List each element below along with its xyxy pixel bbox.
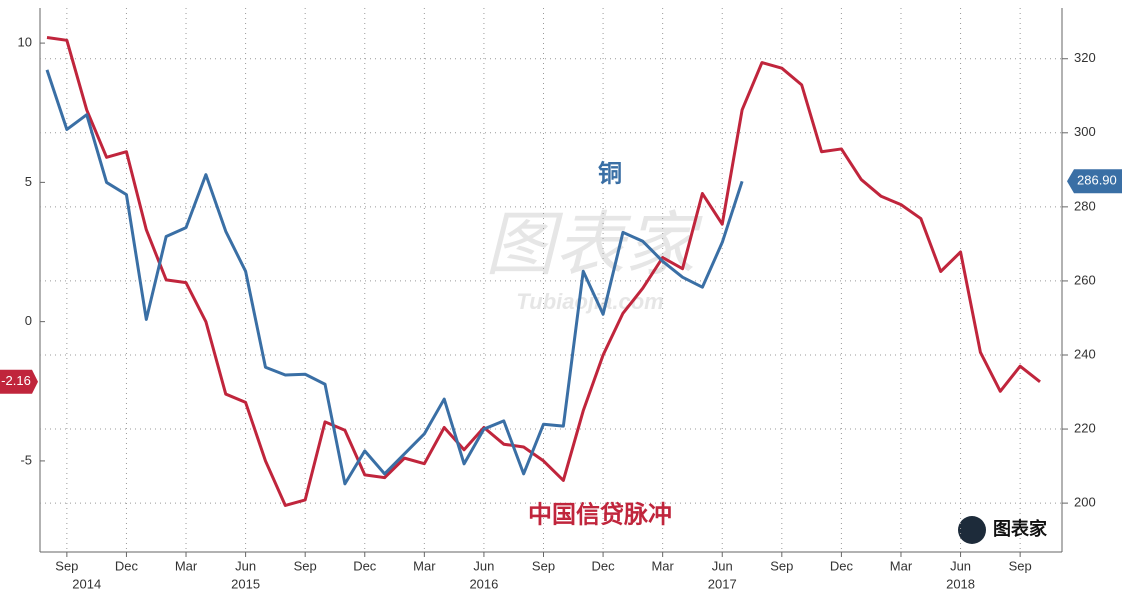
x-tick-label: Jun xyxy=(950,558,971,573)
x-tick-label: Dec xyxy=(830,558,854,573)
y2-tick-label: 220 xyxy=(1074,420,1096,435)
y2-tick-label: 300 xyxy=(1074,124,1096,139)
watermark: 图表家 xyxy=(485,205,703,283)
x-tick-label: Jun xyxy=(235,558,256,573)
series-line xyxy=(45,69,744,486)
x-tick-label: Sep xyxy=(532,558,555,573)
end-label: 286.90 xyxy=(1077,173,1117,188)
y2-tick-label: 280 xyxy=(1074,198,1096,213)
x-tick-label: Mar xyxy=(651,558,674,573)
end-tag xyxy=(0,369,38,394)
logo-icon xyxy=(958,516,986,544)
y2-tick-label: 200 xyxy=(1074,495,1096,510)
end-label: -2.16 xyxy=(1,373,31,388)
series-name: 中国信贷脉冲 xyxy=(528,500,672,528)
end-tag xyxy=(1067,169,1122,194)
series-line xyxy=(46,36,1041,507)
y-tick-label: -5 xyxy=(20,452,32,467)
y-tick-label: 10 xyxy=(18,35,32,50)
x-tick-label: Mar xyxy=(413,558,436,573)
series-name: 铜 xyxy=(598,160,622,187)
y2-tick-label: 320 xyxy=(1074,50,1096,65)
y-tick-label: 5 xyxy=(25,174,32,189)
x-tick-label: Mar xyxy=(175,558,198,573)
year-label: 2015 xyxy=(231,576,260,591)
year-label: 2017 xyxy=(708,576,737,591)
year-label: 2016 xyxy=(469,576,498,591)
x-tick-label: Sep xyxy=(55,558,78,573)
x-tick-label: Dec xyxy=(592,558,616,573)
year-label: 2018 xyxy=(946,576,975,591)
x-tick-label: Mar xyxy=(890,558,913,573)
x-tick-label: Jun xyxy=(712,558,733,573)
x-tick-label: Jun xyxy=(473,558,494,573)
y2-tick-label: 240 xyxy=(1074,346,1096,361)
x-tick-label: Sep xyxy=(1009,558,1032,573)
watermark-sub: Tubiaojia.com xyxy=(516,289,664,314)
x-tick-label: Sep xyxy=(770,558,793,573)
y2-tick-label: 260 xyxy=(1074,272,1096,287)
x-tick-label: Dec xyxy=(353,558,377,573)
year-label: 2014 xyxy=(72,576,101,591)
x-tick-label: Sep xyxy=(294,558,317,573)
x-tick-label: Dec xyxy=(115,558,139,573)
y-tick-label: 0 xyxy=(25,313,32,328)
